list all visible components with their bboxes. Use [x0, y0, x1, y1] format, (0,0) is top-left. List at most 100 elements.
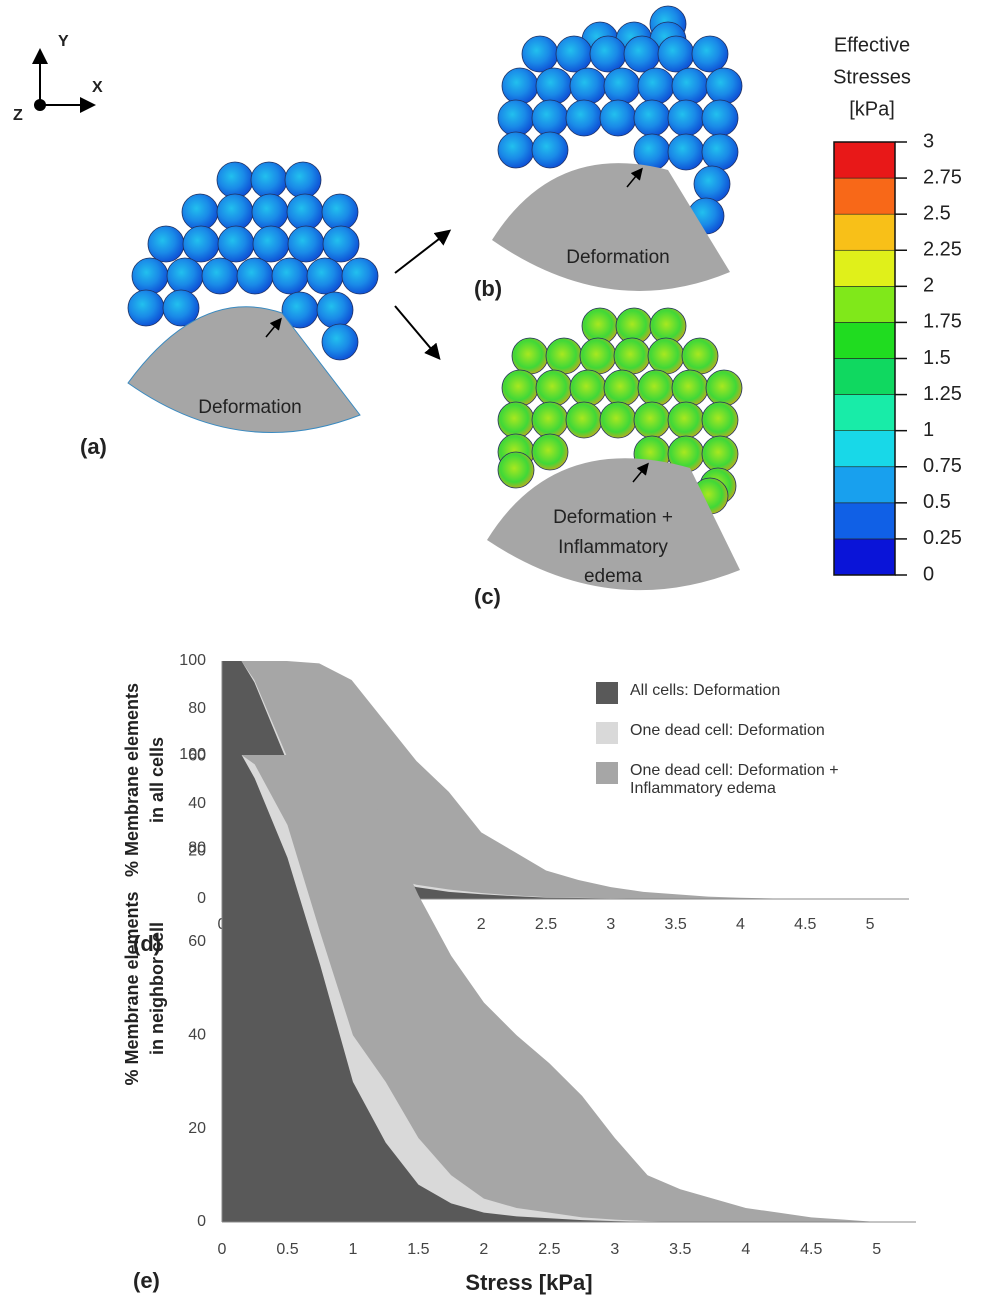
- panel-text: Deformation: [566, 247, 670, 268]
- cell: [286, 193, 324, 231]
- colorbar-band: [833, 322, 896, 359]
- pointer: [265, 317, 282, 338]
- cell: [287, 225, 325, 263]
- cell: [216, 193, 254, 231]
- cell: [341, 257, 379, 295]
- cell: [705, 369, 743, 407]
- colorbar-tick-label: 1.75: [923, 311, 962, 333]
- cell: [217, 225, 255, 263]
- y-tick-label: 0: [197, 890, 206, 907]
- pointer: [632, 462, 649, 483]
- panel-text: Deformation: [198, 397, 302, 418]
- cell: [603, 67, 641, 105]
- cell: [667, 133, 705, 171]
- colorbar-title: Effective: [834, 34, 910, 56]
- colorbar-tick-label: 0.75: [923, 455, 962, 477]
- panel-label: (a): [80, 434, 107, 459]
- x-tick-label: 4.5: [794, 916, 816, 933]
- cell: [657, 35, 695, 73]
- cell: [497, 99, 535, 137]
- colorbar-tick-label: 1: [923, 419, 934, 441]
- cell: [250, 161, 288, 199]
- colorbar-tick-label: 2: [923, 275, 934, 297]
- panel-label: (e): [133, 1268, 160, 1293]
- colorbar-band: [833, 538, 896, 576]
- y-axis-title: in all cells: [147, 737, 167, 823]
- cell: [637, 369, 675, 407]
- cell: [251, 193, 289, 231]
- cell: [589, 35, 627, 73]
- panel-label: (d): [133, 931, 161, 956]
- arrow: [394, 305, 441, 361]
- cell: [637, 67, 675, 105]
- cell-layers: [127, 5, 743, 515]
- cell: [501, 67, 539, 105]
- y-tick-label: 40: [188, 1026, 206, 1043]
- cell: [531, 99, 569, 137]
- cell: [647, 337, 685, 375]
- colorbar-tick-label: 0: [923, 563, 934, 585]
- x-tick-label: 5: [866, 916, 875, 933]
- cell: [162, 289, 200, 327]
- x-tick-label: 2: [479, 1241, 488, 1258]
- arrow: [394, 229, 452, 274]
- colorbar-band: [833, 177, 896, 215]
- cell: [497, 401, 535, 439]
- cell: [182, 225, 220, 263]
- axis-x-label: X: [92, 79, 103, 96]
- x-tick-label: 3: [610, 1241, 619, 1258]
- cell: [531, 131, 569, 169]
- cell: [681, 337, 719, 375]
- cell: [701, 435, 739, 473]
- colorbar-title: [kPa]: [849, 98, 895, 120]
- cell: [691, 35, 729, 73]
- cell: [555, 35, 593, 73]
- x-tick-label: 5: [872, 1241, 881, 1258]
- colorbar-tick-label: 1.5: [923, 347, 951, 369]
- colorbar-band: [833, 466, 896, 504]
- colorbar-tick-label: 2.25: [923, 239, 962, 261]
- cell: [181, 193, 219, 231]
- indenter: [487, 458, 740, 591]
- area: [222, 755, 910, 1222]
- x-tick-label: 4: [736, 916, 745, 933]
- axis-y-label: Y: [58, 33, 69, 50]
- colorbar-tick-label: 3: [923, 130, 934, 152]
- cell: [127, 289, 165, 327]
- x-tick-label: 2: [477, 916, 486, 933]
- x-tick-label: 3.5: [669, 1241, 691, 1258]
- y-tick-label: 60: [188, 747, 206, 764]
- cell: [321, 323, 359, 361]
- x-tick-label: 2.5: [535, 916, 557, 933]
- cell: [701, 99, 739, 137]
- colorbar: 0 0.25 0.5 0.75 1 1.25 1.5 1.75 2 2.25 2.5 2.75 3: [833, 130, 962, 585]
- legend-item: One dead cell: Deformation + Inflammator…: [596, 762, 866, 798]
- cell: [271, 257, 309, 295]
- x-tick-label: 0.5: [276, 1241, 298, 1258]
- panel-text: Deformation +: [553, 507, 673, 528]
- colorbar-tick-label: 0.5: [923, 491, 951, 513]
- cell: [565, 401, 603, 439]
- legend-item: All cells: Deformation: [596, 682, 866, 704]
- cell: [633, 99, 671, 137]
- legend-swatch: [596, 762, 618, 784]
- y-tick-label: 100: [179, 652, 206, 669]
- cell: [693, 165, 731, 203]
- colorbar-tick-label: 2.75: [923, 166, 962, 188]
- cell: [521, 35, 559, 73]
- colorbar-band: [833, 141, 896, 179]
- y-tick-label: 100: [179, 746, 206, 763]
- cell: [306, 257, 344, 295]
- colorbar-band: [833, 286, 896, 323]
- colorbar-band: [833, 358, 896, 395]
- x-axis-title: Stress [kPa]: [465, 1270, 592, 1295]
- cell: [201, 257, 239, 295]
- cell: [497, 451, 535, 489]
- cell: [147, 225, 185, 263]
- y-axis-title: % Membrane elements: [122, 891, 142, 1085]
- x-tick-label: 3: [606, 916, 615, 933]
- cell: [497, 131, 535, 169]
- cell: [613, 337, 651, 375]
- cell: [667, 99, 705, 137]
- cell: [531, 433, 569, 471]
